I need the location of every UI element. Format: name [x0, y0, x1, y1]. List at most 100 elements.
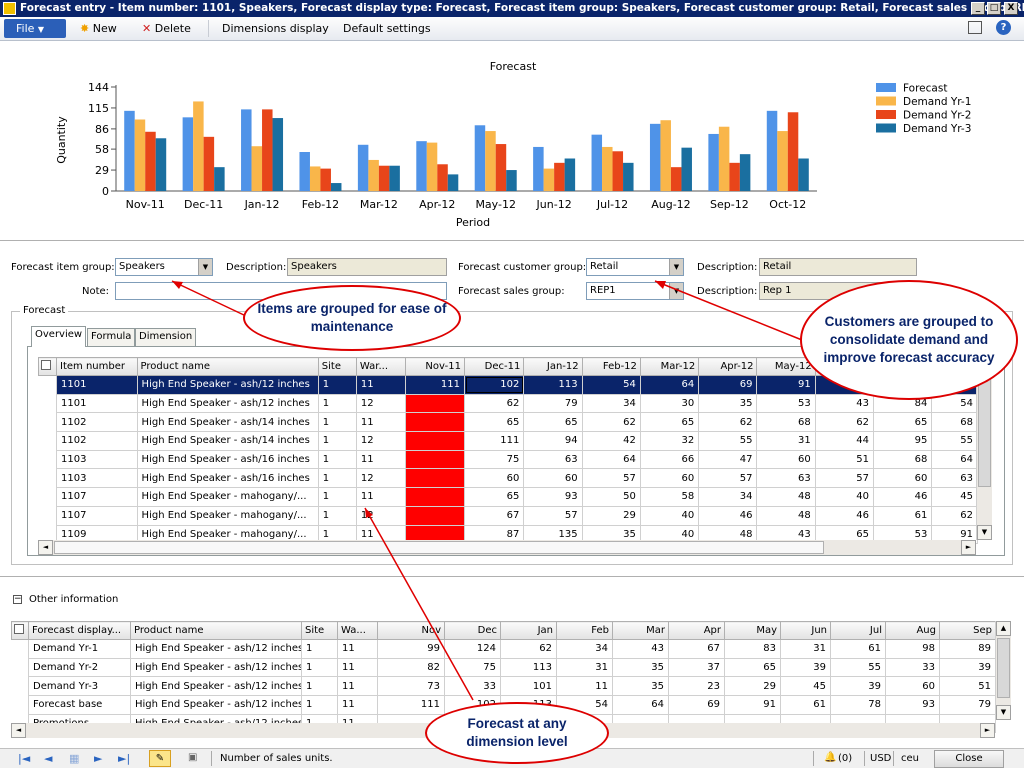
table-cell[interactable]: 45	[931, 487, 978, 507]
table-cell[interactable]: 51	[814, 449, 875, 470]
table-cell[interactable]: 1103	[56, 449, 138, 470]
table-cell[interactable]: 12	[355, 393, 406, 414]
table-cell[interactable]: 35	[612, 676, 669, 697]
table-cell[interactable]: 62	[500, 639, 557, 659]
table-cell[interactable]: 60	[885, 676, 940, 697]
scroll-right-arrow-icon[interactable]: ►	[980, 723, 995, 738]
row-selector[interactable]	[11, 639, 29, 659]
table-cell[interactable]: 45	[780, 676, 831, 697]
table-cell[interactable]: 75	[463, 449, 525, 470]
table-cell[interactable]: 57	[814, 468, 875, 489]
table-cell[interactable]: 99	[377, 639, 445, 659]
table-cell[interactable]: 65	[463, 412, 525, 433]
column-header[interactable]: Feb	[556, 621, 613, 640]
table-cell[interactable]: 11	[337, 695, 378, 715]
table-cell[interactable]: 64	[581, 449, 641, 470]
table-cell[interactable]: 1	[317, 375, 357, 395]
table-cell[interactable]: 67	[463, 505, 525, 526]
table-cell[interactable]: 60	[639, 468, 700, 489]
table-cell[interactable]: 48	[756, 505, 816, 526]
row-selector[interactable]	[38, 487, 57, 507]
column-header[interactable]: Site	[317, 357, 357, 376]
help-icon[interactable]: ?	[996, 20, 1011, 35]
column-header[interactable]: Item number	[56, 357, 138, 376]
maximize-button[interactable]: □	[987, 2, 1001, 15]
column-header[interactable]: Dec-11	[463, 357, 525, 376]
table-cell[interactable]: 42	[581, 431, 641, 451]
close-window-button[interactable]: X	[1004, 2, 1018, 15]
column-header[interactable]: Apr	[668, 621, 725, 640]
table-cell[interactable]: 29	[724, 676, 781, 697]
table-cell[interactable]: 11	[355, 449, 406, 470]
table-cell[interactable]: 75	[444, 657, 501, 678]
table-cell[interactable]: 65	[724, 657, 781, 678]
first-record-icon[interactable]: |◄	[18, 752, 31, 765]
table-cell[interactable]: High End Speaker - ash/12 inches	[130, 695, 302, 715]
table-cell[interactable]: 31	[780, 639, 831, 659]
table-cell[interactable]: 1	[301, 676, 338, 697]
table-cell[interactable]: 1	[317, 431, 357, 451]
table-row[interactable]: 1102 High End Speaker - ash/14 inches 1 12 1…	[38, 431, 978, 451]
scroll-thumb[interactable]	[978, 377, 991, 487]
dimensions-display-button[interactable]: Dimensions display	[222, 22, 329, 35]
table-cell[interactable]: 35	[698, 393, 758, 414]
collapse-icon[interactable]: −	[13, 594, 22, 604]
table-cell[interactable]: 11	[556, 676, 613, 697]
column-header[interactable]: Dec	[444, 621, 501, 640]
table-cell[interactable]: 12	[355, 431, 406, 451]
table-cell[interactable]: 60	[756, 449, 816, 470]
sales-group-select[interactable]: REP1 ▼	[586, 282, 684, 300]
table-cell[interactable]: 39	[780, 657, 831, 678]
column-header[interactable]: Apr-12	[698, 357, 758, 376]
table-cell[interactable]: 60	[523, 468, 583, 489]
tab-formula[interactable]: Formula	[87, 328, 136, 346]
item-group-select[interactable]: Speakers ▼	[115, 258, 213, 276]
table-cell[interactable]: 111	[463, 431, 525, 451]
table-cell[interactable]: 31	[756, 431, 816, 451]
table-cell[interactable]: Demand Yr-1	[28, 639, 131, 659]
table-cell[interactable]: 60	[873, 468, 933, 489]
table-cell[interactable]: 48	[756, 487, 816, 507]
table-cell[interactable]: 1	[301, 639, 338, 659]
previous-record-icon[interactable]: ◄	[44, 752, 53, 765]
column-header[interactable]: Nov	[377, 621, 445, 640]
column-header[interactable]: May	[724, 621, 781, 640]
table-cell[interactable]: High End Speaker - ash/12 inches	[130, 639, 302, 659]
table-cell[interactable]: 73	[377, 676, 445, 697]
table-cell[interactable]: 60	[463, 468, 525, 489]
table-cell[interactable]: 1107	[56, 487, 138, 507]
column-header[interactable]: Mar-12	[639, 357, 700, 376]
table-cell[interactable]: 43	[612, 639, 669, 659]
table-cell[interactable]: 11	[355, 412, 406, 433]
column-header[interactable]: Feb-12	[581, 357, 641, 376]
delete-button[interactable]: ✕ Delete	[142, 22, 191, 35]
table-cell[interactable]: 102	[463, 375, 525, 395]
table-cell[interactable]: 62	[463, 393, 525, 414]
table-cell[interactable]: 78	[830, 695, 886, 715]
table-cell[interactable]: High End Speaker - ash/12 inches	[130, 676, 302, 697]
table-cell[interactable]: 11	[337, 639, 378, 659]
column-header[interactable]: War...	[355, 357, 406, 376]
table-cell[interactable]: 40	[639, 505, 700, 526]
row-selector[interactable]	[38, 450, 57, 469]
table-cell[interactable]: 46	[873, 487, 933, 507]
table-cell[interactable]: 1102	[56, 431, 138, 451]
row-selector[interactable]	[38, 525, 57, 544]
table-cell[interactable]: 67	[668, 639, 725, 659]
table-cell[interactable]: 62	[931, 505, 978, 526]
table-cell[interactable]: 62	[581, 412, 641, 433]
table-cell[interactable]: 11	[337, 676, 378, 697]
table-cell[interactable]: 64	[639, 375, 700, 395]
table-cell[interactable]: 91	[724, 695, 781, 715]
table-cell[interactable]: 111	[377, 695, 445, 715]
table-cell[interactable]: 1	[301, 695, 338, 715]
table-cell[interactable]: 30	[639, 393, 700, 414]
table-cell[interactable]: 64	[931, 449, 978, 470]
table-cell[interactable]: 82	[377, 657, 445, 678]
table-cell[interactable]: 73	[404, 487, 466, 507]
table-cell[interactable]: 51	[939, 676, 996, 697]
table-cell[interactable]: 64	[612, 695, 669, 715]
table-cell[interactable]: 65	[523, 412, 583, 433]
table-cell[interactable]: 68	[873, 449, 933, 470]
table-cell[interactable]: 119	[404, 431, 466, 451]
